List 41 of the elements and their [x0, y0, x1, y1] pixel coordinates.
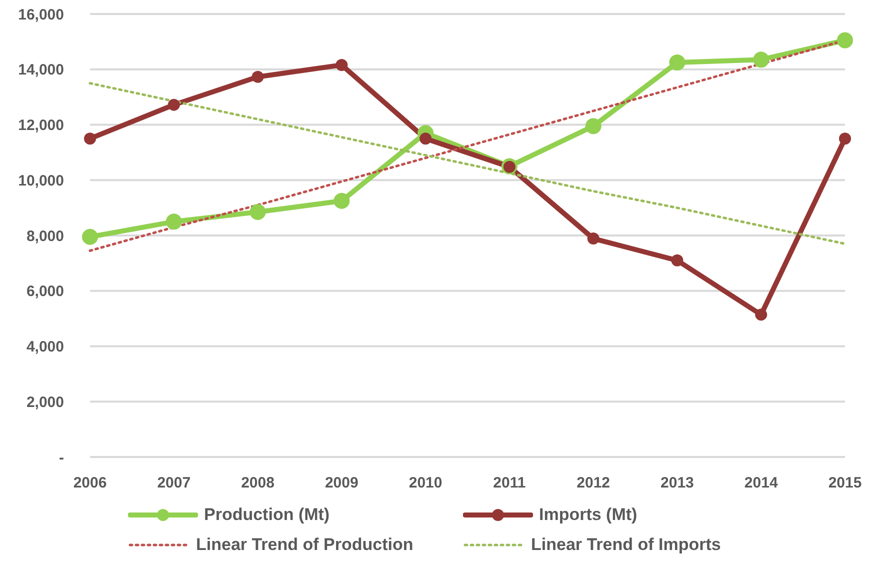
legend-label: Linear Trend of Imports	[531, 535, 721, 555]
point	[837, 32, 853, 48]
point	[839, 132, 851, 145]
x-tick-label: 2013	[660, 474, 694, 492]
point	[82, 228, 98, 245]
x-tick-label: 2009	[324, 474, 358, 492]
x-tick-label: 2015	[828, 474, 862, 492]
point	[334, 192, 350, 209]
point	[168, 98, 180, 111]
point	[420, 132, 432, 145]
point	[585, 118, 602, 134]
x-tick-label: 2014	[744, 474, 778, 492]
y-tick-label: 16,000	[18, 6, 64, 24]
x-tick-label: 2008	[241, 474, 274, 492]
x-tick-label: 2006	[73, 474, 107, 492]
legend-label: Linear Trend of Production	[196, 535, 414, 555]
point	[755, 308, 768, 321]
point	[252, 70, 264, 83]
legend-label: Imports (Mt)	[539, 505, 638, 525]
point	[166, 214, 182, 230]
point	[753, 52, 770, 68]
x-tick-label: 2011	[493, 474, 526, 492]
y-tick-label: 8,000	[26, 228, 64, 245]
x-tick-label: 2007	[157, 474, 191, 492]
y-tick-label: 12,000	[18, 117, 64, 134]
legend-label: Production (Mt)	[204, 505, 330, 525]
point	[336, 58, 348, 71]
x-tick-label: 2012	[576, 474, 610, 492]
point	[84, 132, 96, 145]
y-tick-label: 10,000	[18, 172, 64, 190]
point	[669, 54, 686, 70]
point	[587, 232, 600, 245]
y-tick-label: 2,000	[26, 394, 64, 411]
y-tick-label: -	[59, 449, 64, 466]
point	[250, 204, 266, 220]
y-tick-label: 6,000	[26, 283, 64, 300]
y-tick-label: 4,000	[26, 338, 64, 356]
x-tick-label: 2010	[408, 474, 442, 492]
line-series	[88, 82, 846, 246]
y-tick-label: 14,000	[18, 62, 64, 79]
point	[671, 254, 684, 266]
